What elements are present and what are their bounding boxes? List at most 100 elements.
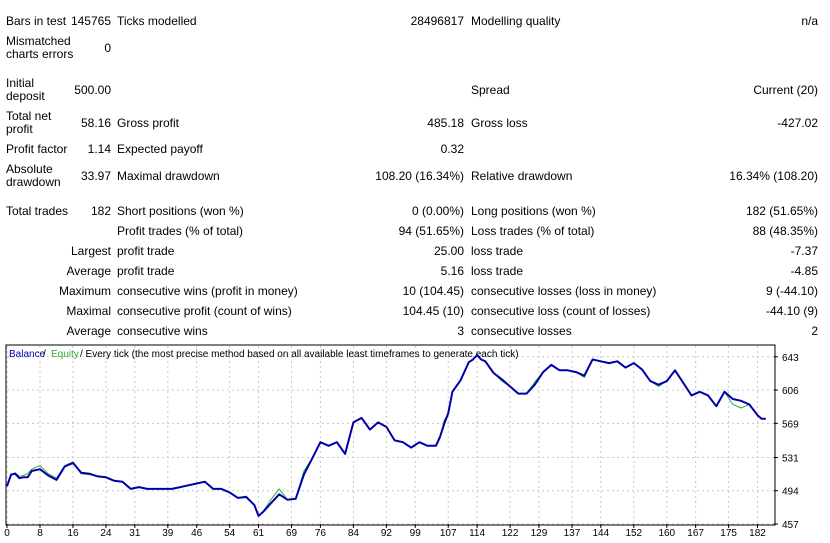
- x-tick-label: 122: [502, 528, 519, 539]
- x-tick-label: 24: [100, 528, 112, 539]
- x-tick-label: 152: [625, 528, 642, 539]
- largest-loss-trade-value: -7.37: [790, 244, 818, 258]
- x-tick-label: 107: [440, 528, 457, 539]
- total-trades-label: Total trades: [6, 204, 69, 218]
- y-tick-label: 569: [782, 419, 799, 430]
- spread-value: Current (20): [753, 83, 818, 97]
- largest-profit-trade-value: 25.00: [433, 244, 464, 258]
- long-positions-value: 182 (51.65%): [745, 204, 818, 218]
- largest-label: Largest: [70, 244, 111, 258]
- x-tick-label: 160: [658, 528, 675, 539]
- max-consecutive-wins-label: consecutive wins (profit in money): [117, 284, 298, 298]
- x-tick-label: 99: [410, 528, 422, 539]
- mismatched-label-line2: charts errors: [6, 47, 74, 61]
- mismatched-value: 0: [104, 41, 111, 55]
- profit-trades-label: Profit trades (% of total): [117, 224, 244, 238]
- total-net-profit-label-line1: Total net: [6, 109, 52, 123]
- average-consecutive-wins-label: consecutive wins: [117, 324, 208, 338]
- maximal-consecutive-profit-value: 104.45 (10): [402, 304, 464, 318]
- x-tick-label: 114: [469, 528, 485, 539]
- absolute-drawdown-label-line2: drawdown: [6, 175, 61, 189]
- maximal-label: Maximal: [66, 304, 111, 318]
- total-net-profit-value: 58.16: [80, 116, 111, 130]
- x-tick-label: 39: [162, 528, 174, 539]
- x-axis-ticks: 0 8 16 24 31 39 46 54 61 69 76 84 92 99 107 114 122 129 13…: [4, 524, 766, 539]
- x-tick-label: 92: [381, 528, 393, 539]
- absolute-drawdown-value: 33.97: [80, 169, 111, 183]
- x-tick-label: 76: [315, 528, 327, 539]
- y-tick-label: 643: [782, 353, 799, 364]
- maximal-drawdown-label: Maximal drawdown: [117, 169, 220, 183]
- x-tick-label: 182: [749, 528, 766, 539]
- x-tick-label: 69: [286, 528, 298, 539]
- maximal-consecutive-loss-value: -44.10 (9): [765, 304, 818, 318]
- loss-trades-label: Loss trades (% of total): [471, 224, 595, 238]
- average-label: Average: [66, 264, 111, 278]
- y-axis-ticks: 457 494 531 569 606 643: [774, 353, 799, 531]
- x-tick-label: 175: [720, 528, 737, 539]
- legend-balance: Balance: [9, 349, 46, 360]
- x-tick-label: 8: [37, 528, 43, 539]
- initial-deposit-label-line2: deposit: [6, 89, 45, 103]
- absolute-drawdown-label-line1: Absolute: [6, 162, 53, 176]
- balance-line: [6, 354, 766, 517]
- x-tick-label: 61: [253, 528, 265, 539]
- average-loss-trade-label: loss trade: [471, 264, 524, 278]
- legend-model-text: / Every tick (the most precise method ba…: [80, 349, 519, 360]
- initial-deposit-label-line1: Initial: [6, 76, 35, 90]
- relative-drawdown-value: 16.34% (108.20): [729, 169, 818, 183]
- ticks-modelled-label: Ticks modelled: [117, 14, 197, 28]
- profit-factor-label: Profit factor: [6, 142, 68, 156]
- bars-in-test-value: 145765: [70, 14, 111, 28]
- balance-equity-chart: Balance / Equity / Every tick (the most …: [4, 344, 799, 539]
- loss-trades-value: 88 (48.35%): [752, 224, 818, 238]
- y-tick-label: 531: [782, 453, 799, 464]
- average-loss-trade-value: -4.85: [790, 264, 818, 278]
- largest-loss-trade-label: loss trade: [471, 244, 524, 258]
- short-positions-label: Short positions (won %): [117, 204, 244, 218]
- modelling-quality-label: Modelling quality: [471, 14, 561, 28]
- average-profit-trade-value: 5.16: [440, 264, 464, 278]
- largest-profit-trade-label: profit trade: [117, 244, 175, 258]
- max-consecutive-wins-value: 10 (104.45): [402, 284, 464, 298]
- max-consecutive-losses-value: 9 (-44.10): [765, 284, 818, 298]
- max-consecutive-losses-label: consecutive losses (loss in money): [471, 284, 657, 298]
- average-consecutive-wins-value: 3: [457, 324, 464, 338]
- average-consecutive-label: Average: [66, 324, 111, 338]
- y-tick-label: 494: [782, 487, 799, 498]
- short-positions-value: 0 (0.00%): [411, 204, 464, 218]
- long-positions-label: Long positions (won %): [471, 204, 596, 218]
- y-tick-label: 606: [782, 386, 799, 397]
- total-trades-value: 182: [90, 204, 111, 218]
- x-tick-label: 144: [592, 528, 609, 539]
- initial-deposit-value: 500.00: [74, 83, 111, 97]
- x-tick-label: 54: [224, 528, 236, 539]
- relative-drawdown-label: Relative drawdown: [471, 169, 573, 183]
- x-tick-label: 46: [191, 528, 203, 539]
- expected-payoff-value: 0.32: [440, 142, 464, 156]
- mismatched-label-line1: Mismatched: [6, 34, 71, 48]
- average-profit-trade-label: profit trade: [117, 264, 175, 278]
- legend-sep: /: [43, 349, 46, 360]
- profit-trades-value: 94 (51.65%): [398, 224, 464, 238]
- legend-equity: Equity: [51, 349, 79, 360]
- x-tick-label: 0: [4, 528, 10, 539]
- average-consecutive-losses-value: 2: [811, 324, 818, 338]
- x-tick-label: 129: [531, 528, 548, 539]
- x-tick-label: 16: [67, 528, 79, 539]
- chart-series: [6, 354, 766, 517]
- x-tick-label: 167: [687, 528, 704, 539]
- x-tick-label: 84: [348, 528, 360, 539]
- gross-profit-value: 485.18: [427, 116, 464, 130]
- x-tick-label: 137: [564, 528, 581, 539]
- modelling-quality-value: n/a: [801, 14, 818, 28]
- ticks-modelled-value: 28496817: [410, 14, 464, 28]
- gross-profit-label: Gross profit: [117, 116, 180, 130]
- total-net-profit-label-line2: profit: [6, 122, 33, 136]
- bars-in-test-label: Bars in test: [6, 14, 67, 28]
- gross-loss-label: Gross loss: [471, 116, 528, 130]
- x-tick-label: 31: [129, 528, 141, 539]
- maximal-consecutive-loss-label: consecutive loss (count of losses): [471, 304, 651, 318]
- y-tick-label: 457: [782, 520, 799, 531]
- spread-label: Spread: [471, 83, 510, 97]
